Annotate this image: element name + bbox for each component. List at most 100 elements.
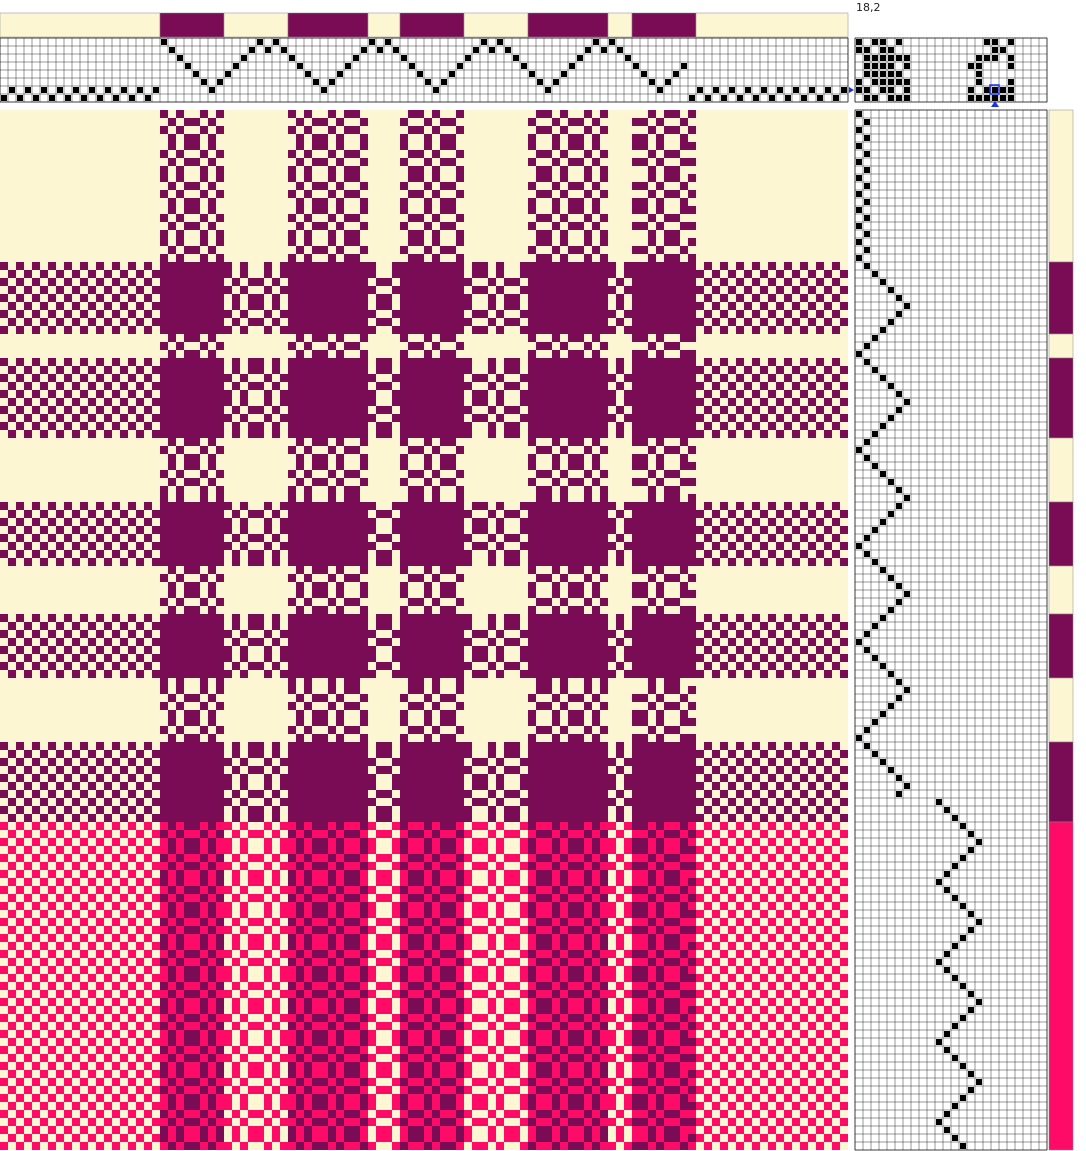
cloth-cell: [208, 558, 216, 566]
cloth-cell: [656, 422, 664, 430]
cloth-cell: [560, 830, 568, 838]
cloth-cell: [400, 414, 408, 422]
cloth-cell: [608, 838, 616, 846]
cloth-cell: [472, 374, 480, 382]
cloth-cell: [288, 110, 296, 118]
cloth-cell: [448, 646, 456, 654]
cloth-cell: [336, 390, 344, 398]
cloth-cell: [208, 854, 216, 862]
cloth-cell: [440, 614, 448, 622]
cloth-cell: [400, 550, 408, 558]
cloth-cell: [512, 510, 520, 518]
cloth-cell: [600, 390, 608, 398]
cloth-cell: [664, 270, 672, 278]
cloth-cell: [296, 382, 304, 390]
cloth-cell: [384, 278, 392, 286]
cloth-cell: [728, 430, 736, 438]
cloth-cell: [840, 846, 848, 854]
cloth-cell: [584, 510, 592, 518]
cloth-cell: [240, 782, 248, 790]
cloth-cell: [336, 350, 344, 358]
cloth-cell: [816, 294, 824, 302]
cloth-cell: [816, 278, 824, 286]
cloth-cell: [176, 614, 184, 622]
cloth-cell: [776, 526, 784, 534]
cloth-cell: [392, 654, 400, 662]
cloth-cell: [480, 502, 488, 510]
treadling-cell: [888, 607, 894, 613]
cloth-cell: [384, 558, 392, 566]
cloth-cell: [704, 294, 712, 302]
cloth-cell: [80, 534, 88, 542]
cloth-cell: [304, 622, 312, 630]
cloth-cell: [184, 318, 192, 326]
cloth-cell: [48, 662, 56, 670]
cloth-cell: [16, 806, 24, 814]
tieup-grid[interactable]: [854, 37, 1048, 103]
cloth-cell: [296, 710, 304, 718]
cloth-cell: [416, 414, 424, 422]
cloth-cell: [688, 190, 696, 198]
cloth-cell: [64, 278, 72, 286]
cloth-cell: [464, 790, 472, 798]
cloth-cell: [208, 590, 216, 598]
cloth-cell: [144, 502, 152, 510]
cloth-cell: [632, 278, 640, 286]
cloth-cell: [384, 294, 392, 302]
cloth-cell: [408, 550, 416, 558]
cloth-cell: [696, 286, 704, 294]
cloth-cell: [800, 822, 808, 830]
cloth-cell: [400, 782, 408, 790]
cloth-cell: [688, 758, 696, 766]
cloth-cell: [320, 382, 328, 390]
cloth-cell: [640, 366, 648, 374]
cloth-cell: [808, 286, 816, 294]
cloth-cell: [0, 614, 8, 622]
cloth-cell: [832, 294, 840, 302]
cloth-cell: [552, 606, 560, 614]
cloth-cell: [304, 702, 312, 710]
cloth-cell: [528, 630, 536, 638]
cloth-cell: [624, 286, 632, 294]
cloth-cell: [400, 534, 408, 542]
cloth-cell: [408, 374, 416, 382]
treadling-grid[interactable]: [854, 109, 1048, 1151]
warp-color-bar[interactable]: [0, 12, 849, 38]
cloth-cell: [680, 510, 688, 518]
cloth-cell: [696, 510, 704, 518]
threading-grid[interactable]: [0, 37, 849, 103]
cloth-cell: [128, 646, 136, 654]
cloth-cell: [528, 334, 536, 342]
cloth-cell: [320, 158, 328, 166]
cloth-cell: [336, 510, 344, 518]
cloth-cell: [488, 294, 496, 302]
cloth-cell: [424, 710, 432, 718]
cloth-cell: [80, 390, 88, 398]
cloth-cell: [288, 670, 296, 678]
treadling-cell: [888, 511, 894, 517]
cloth-cell: [256, 278, 264, 286]
cloth-cell: [608, 414, 616, 422]
cloth-cell: [576, 614, 584, 622]
cloth-cell: [504, 358, 512, 366]
cloth-cell: [192, 774, 200, 782]
cloth-cell: [568, 550, 576, 558]
cloth-cell: [432, 598, 440, 606]
cloth-cell: [576, 590, 584, 598]
cloth-cell: [368, 270, 376, 278]
cloth-cell: [728, 830, 736, 838]
cloth-cell: [568, 158, 576, 166]
cloth-cell: [200, 406, 208, 414]
cloth-cell: [208, 502, 216, 510]
cloth-cell: [184, 526, 192, 534]
cloth-cell: [408, 574, 416, 582]
cloth-cell: [664, 814, 672, 822]
cloth-cell: [656, 814, 664, 822]
cloth-cell: [72, 286, 80, 294]
cloth-cell: [632, 326, 640, 334]
cloth-cell: [56, 382, 64, 390]
cloth-cell: [296, 118, 304, 126]
cloth-cell: [352, 774, 360, 782]
cloth-cell: [552, 622, 560, 630]
